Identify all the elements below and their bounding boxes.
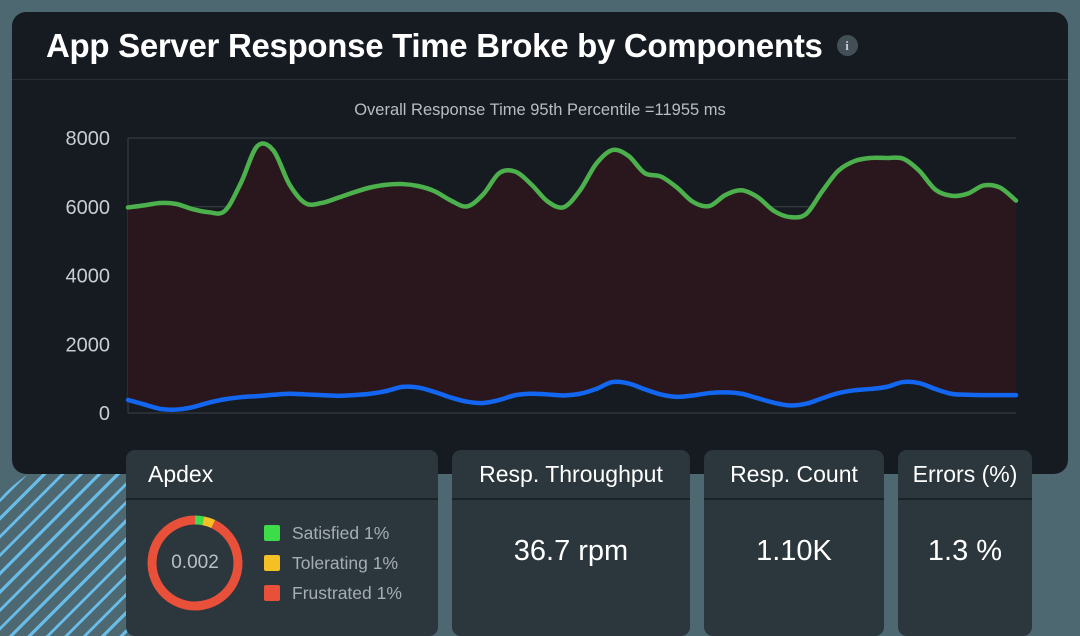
chart-subtitle: Overall Response Time 95th Percentile =1… xyxy=(354,101,726,119)
panel-apdex[interactable]: Apdex 0.002 Satisfied 1% Tolerating 1% xyxy=(126,450,438,636)
apdex-donut-svg xyxy=(147,515,243,611)
chart-series xyxy=(125,141,1019,412)
page-title: App Server Response Time Broke by Compon… xyxy=(46,26,823,64)
panel-apdex-header: Apdex xyxy=(126,450,438,500)
legend-label-tolerating: Tolerating 1% xyxy=(292,552,399,573)
donut-segment-1 xyxy=(202,516,216,529)
apdex-legend: Satisfied 1% Tolerating 1% Frustrated 1% xyxy=(264,523,402,604)
chart-line-upper xyxy=(125,141,1019,220)
donut-segment-0 xyxy=(194,515,204,526)
panel-errors[interactable]: Errors (%) 1.3 % xyxy=(898,450,1032,636)
panel-apdex-title: Apdex xyxy=(148,460,214,487)
panel-errors-header: Errors (%) xyxy=(898,450,1032,500)
panel-errors-title: Errors (%) xyxy=(912,460,1018,487)
apdex-donut[interactable]: 0.002 xyxy=(142,510,248,616)
response-time-chart[interactable]: 0 2000 4000 6000 8000 xyxy=(12,120,1068,460)
panel-resp-throughput-value: 36.7 rpm xyxy=(513,535,629,567)
legend-label-frustrated: Frustrated 1% xyxy=(292,582,402,603)
panel-resp-throughput-header: Resp. Throughput xyxy=(452,450,690,500)
info-icon[interactable]: i xyxy=(836,35,858,56)
svg-text:2000: 2000 xyxy=(66,334,111,356)
legend-label-satisfied: Satisfied 1% xyxy=(292,522,390,543)
svg-text:0: 0 xyxy=(99,403,110,425)
panel-resp-throughput-title: Resp. Throughput xyxy=(479,460,663,487)
panel-resp-count[interactable]: Resp. Count 1.10K xyxy=(704,450,884,636)
apdex-score: 0.002 xyxy=(171,552,219,573)
frustrated-color-swatch xyxy=(264,585,280,601)
satisfied-color-swatch xyxy=(264,525,280,541)
svg-text:8000: 8000 xyxy=(66,128,111,150)
legend-item-frustrated: Frustrated 1% xyxy=(264,583,402,604)
card-header: App Server Response Time Broke by Compon… xyxy=(12,12,1068,80)
svg-text:4000: 4000 xyxy=(66,266,111,288)
chart-y-axis-labels: 0 2000 4000 6000 8000 xyxy=(66,128,111,425)
panel-errors-value: 1.3 % xyxy=(927,535,1003,567)
chart-area-fill xyxy=(128,143,1016,410)
chart-svg: 0 2000 4000 6000 8000 xyxy=(66,128,1019,425)
panel-resp-count-title: Resp. Count xyxy=(730,460,858,487)
legend-item-tolerating: Tolerating 1% xyxy=(264,553,402,574)
chart-line-lower xyxy=(125,379,1019,412)
panel-resp-count-value: 1.10K xyxy=(756,535,832,567)
panel-resp-count-header: Resp. Count xyxy=(704,450,884,500)
tolerating-color-swatch xyxy=(264,555,280,571)
dashboard-card: App Server Response Time Broke by Compon… xyxy=(12,12,1068,474)
donut-segment-2 xyxy=(147,515,243,611)
panel-resp-throughput[interactable]: Resp. Throughput 36.7 rpm xyxy=(452,450,690,636)
legend-item-satisfied: Satisfied 1% xyxy=(264,523,402,544)
apdex-body: 0.002 Satisfied 1% Tolerating 1% Frustra… xyxy=(126,500,438,616)
svg-text:6000: 6000 xyxy=(66,197,111,219)
